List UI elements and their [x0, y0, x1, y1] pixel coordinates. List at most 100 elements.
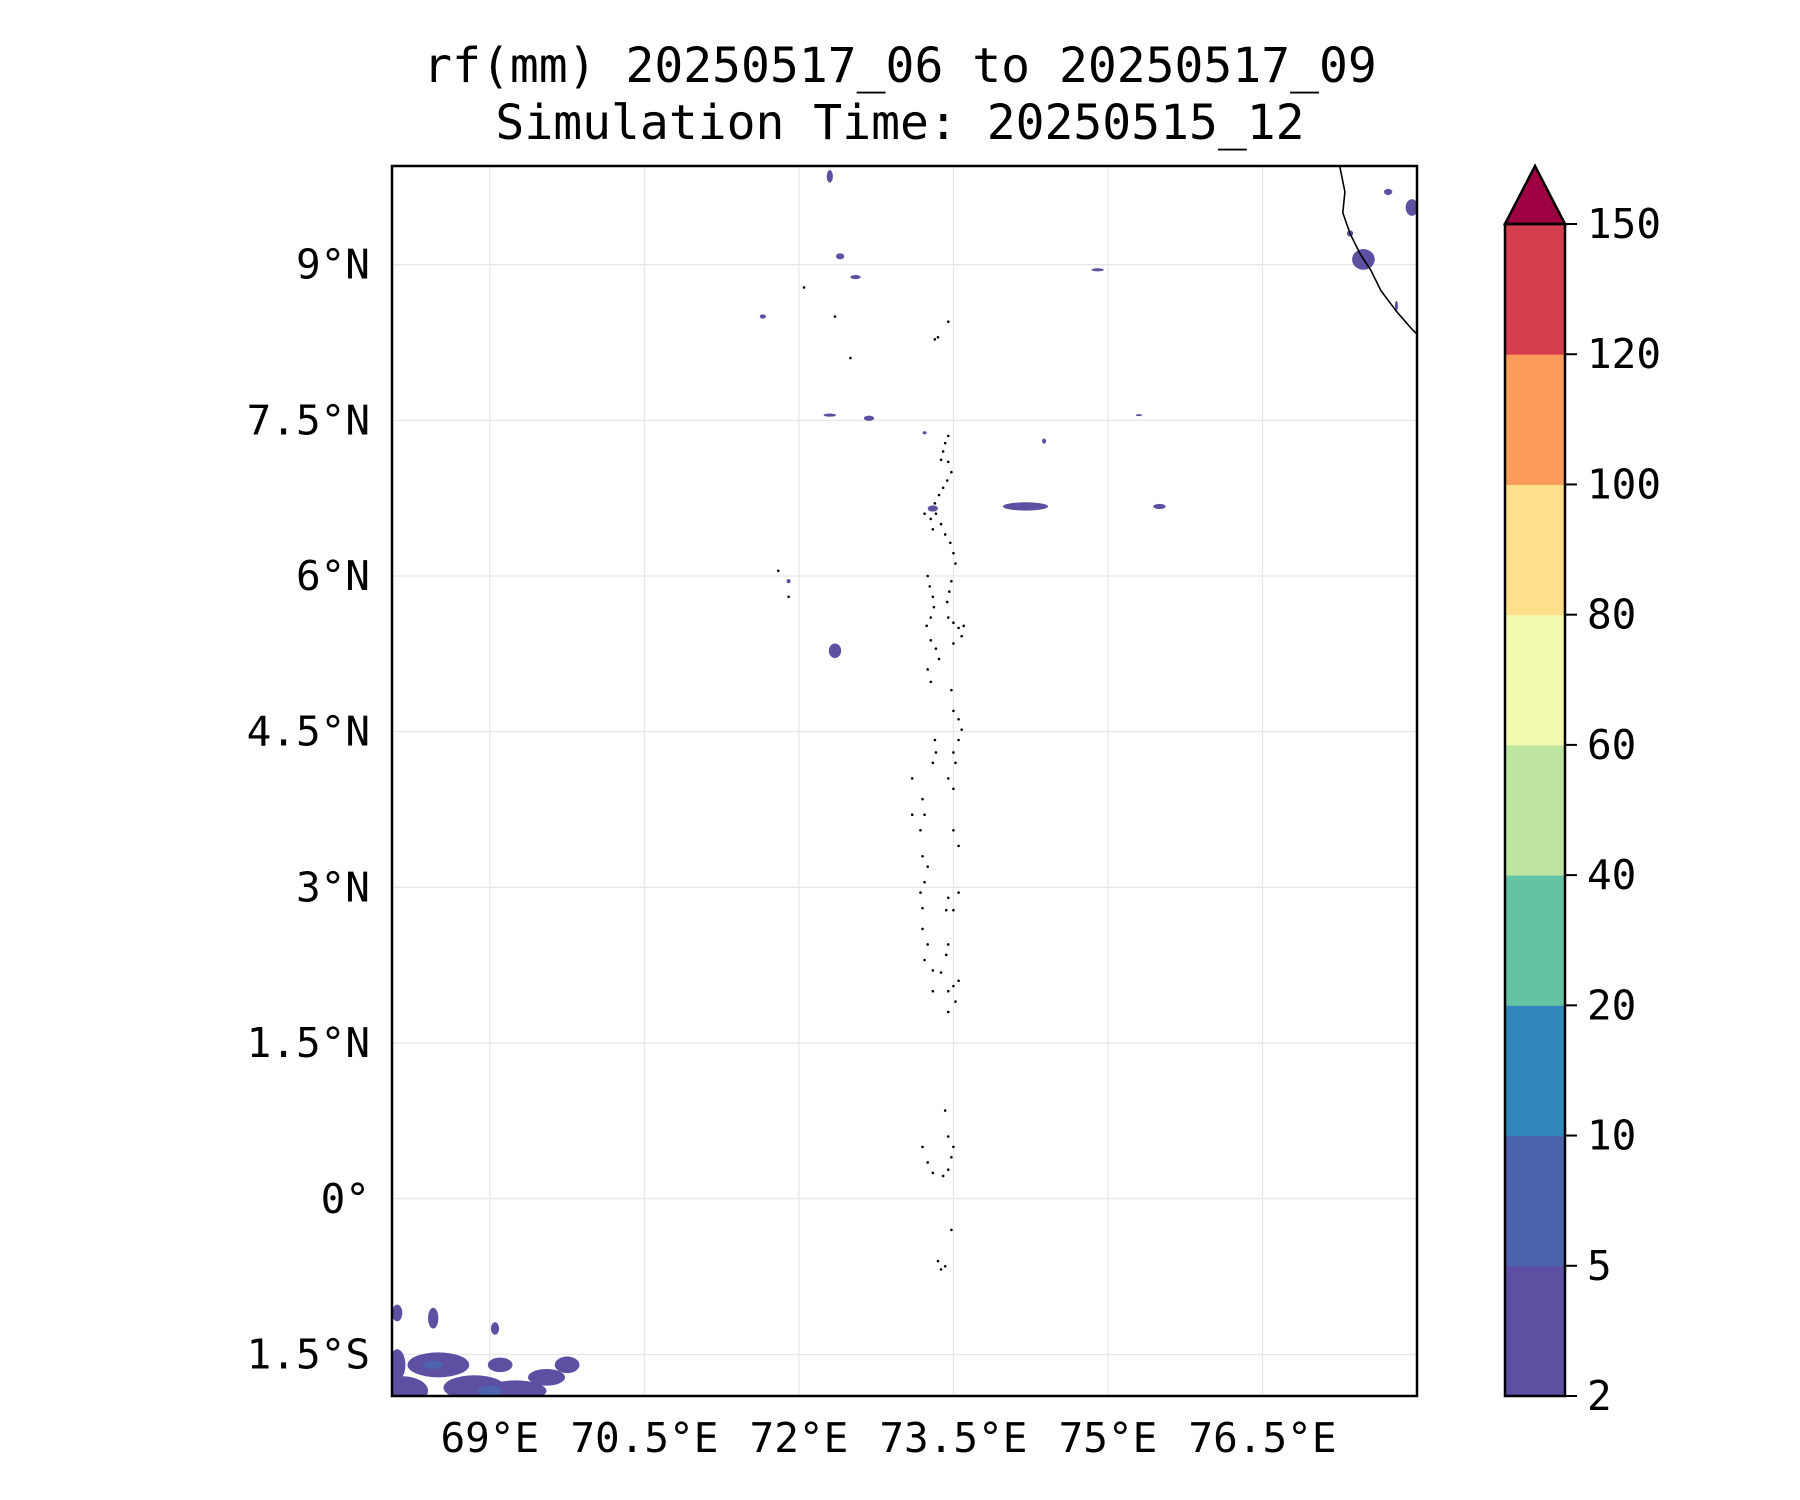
colorbar-frame	[1503, 222, 1567, 1398]
atoll-island	[950, 1228, 953, 1232]
latitude-labels: 9°N 7.5°N 6°N 4.5°N 3°N 1.5°N 0° 1.5°S	[247, 241, 370, 1379]
india-coastline	[1338, 166, 1417, 336]
rain-cell	[392, 1376, 429, 1396]
atoll-island	[952, 642, 955, 645]
colorbar-tick-label: 10	[1587, 1112, 1636, 1160]
atoll-island	[952, 787, 955, 791]
atoll-island	[921, 927, 924, 931]
atoll-island	[931, 969, 935, 972]
atoll-island	[921, 1145, 924, 1149]
atoll-island	[934, 647, 938, 650]
atoll-island	[933, 738, 937, 742]
rain-cell	[428, 1307, 439, 1329]
colorbar-tick-label: 5	[1587, 1242, 1612, 1290]
atoll-island	[849, 356, 852, 360]
atoll-island	[939, 1268, 943, 1271]
atoll-island	[931, 1171, 935, 1175]
atoll-island	[939, 522, 943, 526]
lat-tick-label: 0°	[321, 1175, 370, 1223]
rain-cell	[1002, 502, 1049, 511]
lat-tick-label: 1.5°N	[247, 1019, 370, 1067]
map-title-line2: Simulation Time: 20250515_12	[495, 95, 1305, 151]
atoll-island	[921, 906, 924, 910]
atoll-island	[952, 984, 955, 988]
map-title-line1: rf(mm) 20250517_06 to 20250517_09	[423, 38, 1377, 94]
map-frame	[390, 164, 1419, 1398]
atoll-island	[931, 989, 935, 993]
atoll-island	[910, 813, 914, 817]
lat-tick-label: 9°N	[296, 241, 370, 289]
atoll-island	[941, 486, 945, 490]
rain-cell-5-10mm	[477, 1385, 503, 1396]
atoll-island	[946, 616, 950, 619]
atoll-island	[934, 512, 938, 516]
rain-cell	[1405, 199, 1417, 216]
atoll-island	[946, 1168, 950, 1172]
lat-tick-label: 7.5°N	[247, 396, 370, 444]
lon-tick-label: 72°E	[750, 1414, 849, 1462]
atoll-island	[943, 533, 947, 536]
atoll-island	[931, 595, 935, 599]
lon-tick-label: 73.5°E	[879, 1414, 1027, 1462]
atoll-island	[946, 943, 950, 946]
atoll-island	[939, 458, 943, 462]
colorbar-segment	[1505, 1005, 1565, 1137]
coastlines	[777, 166, 1417, 1271]
rain-cell	[527, 1369, 566, 1386]
colorbar-segment	[1505, 614, 1565, 746]
atoll-island	[929, 616, 933, 619]
colorbar-tick-label: 20	[1587, 981, 1636, 1029]
colorbar-tick-label: 2	[1587, 1372, 1612, 1420]
atoll-island	[787, 595, 790, 599]
atoll-island	[946, 777, 950, 780]
atoll-island	[833, 315, 837, 318]
colorbar-tick-label: 150	[1587, 200, 1661, 248]
atoll-island	[936, 1259, 940, 1263]
colorbar-segment	[1505, 354, 1565, 485]
rain-cell	[850, 274, 861, 280]
atoll-island	[936, 335, 940, 339]
atoll-island	[934, 751, 938, 754]
atoll-island	[962, 624, 966, 628]
atoll-island	[937, 657, 941, 661]
atoll-island	[929, 639, 933, 642]
colorbar-extend-arrow	[1502, 163, 1568, 226]
atoll-island	[952, 551, 955, 555]
atoll-island	[944, 908, 948, 912]
atoll-island	[928, 585, 932, 588]
rain-cell	[392, 1304, 403, 1322]
longitude-labels: 69°E 70.5°E 72°E 73.5°E 75°E 76.5°E	[440, 1414, 1336, 1462]
atoll-island	[950, 1155, 953, 1159]
atoll-island	[941, 1174, 945, 1178]
colorbar: 2 5 10 20 40 60 80 100 120 150	[1502, 163, 1661, 1420]
rain-cell-5-10mm	[422, 1360, 444, 1370]
atoll-island	[944, 953, 948, 957]
atoll-island	[950, 470, 953, 474]
colorbar-tick-label: 40	[1587, 851, 1636, 899]
atoll-island	[952, 751, 955, 754]
rain-cell	[828, 643, 842, 658]
atoll-island	[929, 517, 933, 521]
atoll-island	[946, 434, 950, 438]
rain-cell	[1394, 300, 1398, 312]
rain-cell	[392, 1349, 406, 1381]
atoll-island	[954, 562, 957, 565]
map-gridlines	[392, 166, 1417, 1396]
rain-cell	[490, 1322, 500, 1335]
atoll-island	[933, 338, 937, 341]
lat-tick-label: 4.5°N	[247, 708, 370, 756]
atoll-island	[943, 1109, 947, 1112]
atoll-island	[952, 829, 955, 832]
atoll-island	[950, 579, 953, 583]
rain-cell	[1135, 414, 1142, 417]
atoll-island	[952, 621, 955, 625]
atoll-island	[926, 574, 929, 578]
rain-cell	[554, 1356, 580, 1374]
rain-cell	[487, 1357, 513, 1373]
atoll-island	[921, 854, 924, 858]
colorbar-tick-label: 60	[1587, 721, 1636, 769]
atoll-island	[777, 569, 780, 573]
rain-cell	[1153, 503, 1166, 510]
atoll-island	[923, 512, 926, 516]
